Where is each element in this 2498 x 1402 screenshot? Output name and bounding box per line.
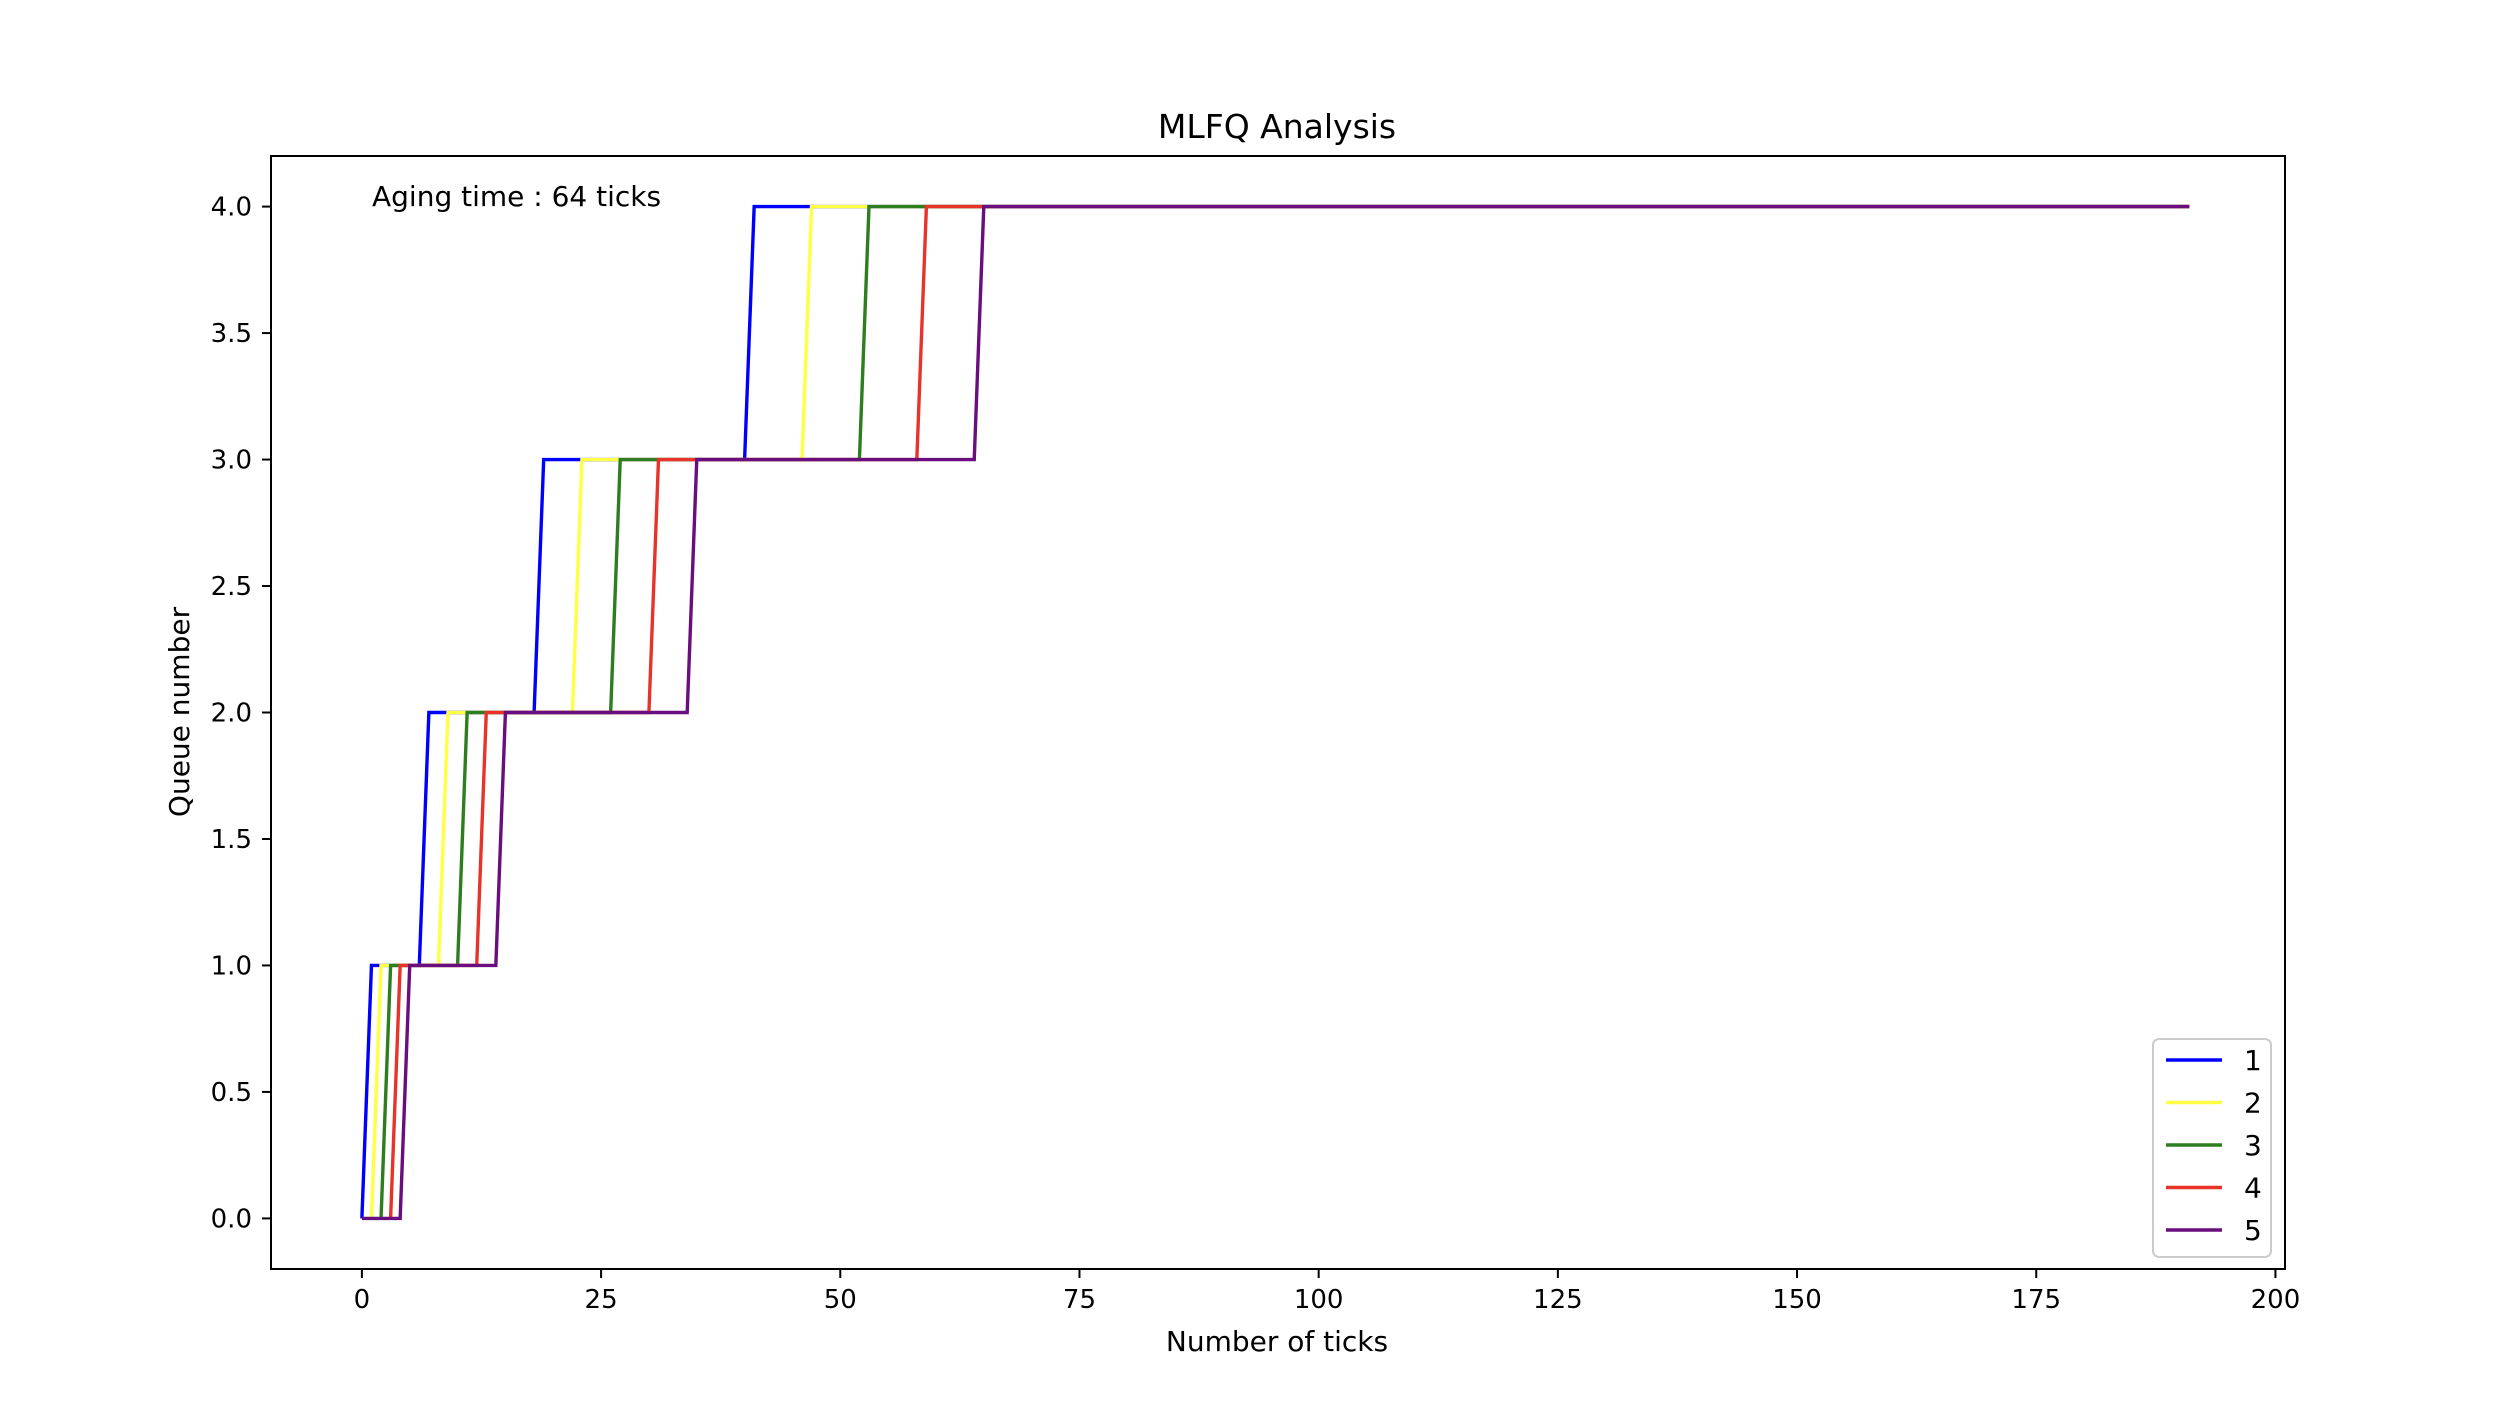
legend-label: 3 bbox=[2244, 1129, 2262, 1162]
x-tick-label: 200 bbox=[2251, 1285, 2301, 1315]
series-layer bbox=[360, 204, 2190, 1221]
legend-box bbox=[2152, 1038, 2272, 1258]
x-axis-ticks: 0 25 50 75 100 125 150 175 200 bbox=[354, 1269, 2301, 1315]
legend-label: 1 bbox=[2244, 1044, 2262, 1077]
series-line-5 bbox=[361, 204, 2190, 1221]
y-tick-label: 2.5 bbox=[211, 572, 252, 602]
y-tick-label: 1.5 bbox=[211, 825, 252, 855]
y-axis-ticks: 0.0 0.5 1.0 1.5 2.0 2.5 3.0 3.5 4.0 bbox=[211, 193, 271, 1234]
y-tick-label: 3.5 bbox=[211, 319, 252, 349]
x-tick-label: 100 bbox=[1294, 1285, 1344, 1315]
x-tick-label: 150 bbox=[1772, 1285, 1822, 1315]
aging-time-annotation: Aging time : 64 ticks bbox=[372, 180, 661, 213]
x-tick-label: 50 bbox=[824, 1285, 857, 1315]
legend-label: 4 bbox=[2244, 1172, 2262, 1205]
x-tick-label: 0 bbox=[354, 1285, 371, 1315]
x-tick-label: 25 bbox=[585, 1285, 618, 1315]
y-tick-label: 4.0 bbox=[211, 193, 252, 223]
y-tick-label: 3.0 bbox=[211, 446, 252, 476]
chart-title: MLFQ Analysis bbox=[1158, 107, 1396, 146]
y-tick-label: 2.0 bbox=[211, 699, 252, 729]
y-tick-label: 0.0 bbox=[211, 1204, 252, 1234]
x-axis-label: Number of ticks bbox=[1166, 1325, 1388, 1358]
x-tick-label: 75 bbox=[1063, 1285, 1096, 1315]
x-tick-label: 125 bbox=[1533, 1285, 1583, 1315]
legend-label: 5 bbox=[2244, 1214, 2262, 1247]
y-tick-label: 1.0 bbox=[211, 951, 252, 981]
plot-frame bbox=[270, 155, 2286, 1270]
x-tick-label: 175 bbox=[2011, 1285, 2061, 1315]
y-axis-label: Queue number bbox=[163, 606, 196, 817]
legend: 1 2 3 4 5 bbox=[2152, 1038, 2272, 1258]
y-tick-label: 0.5 bbox=[211, 1078, 252, 1108]
legend-label: 2 bbox=[2244, 1087, 2262, 1120]
